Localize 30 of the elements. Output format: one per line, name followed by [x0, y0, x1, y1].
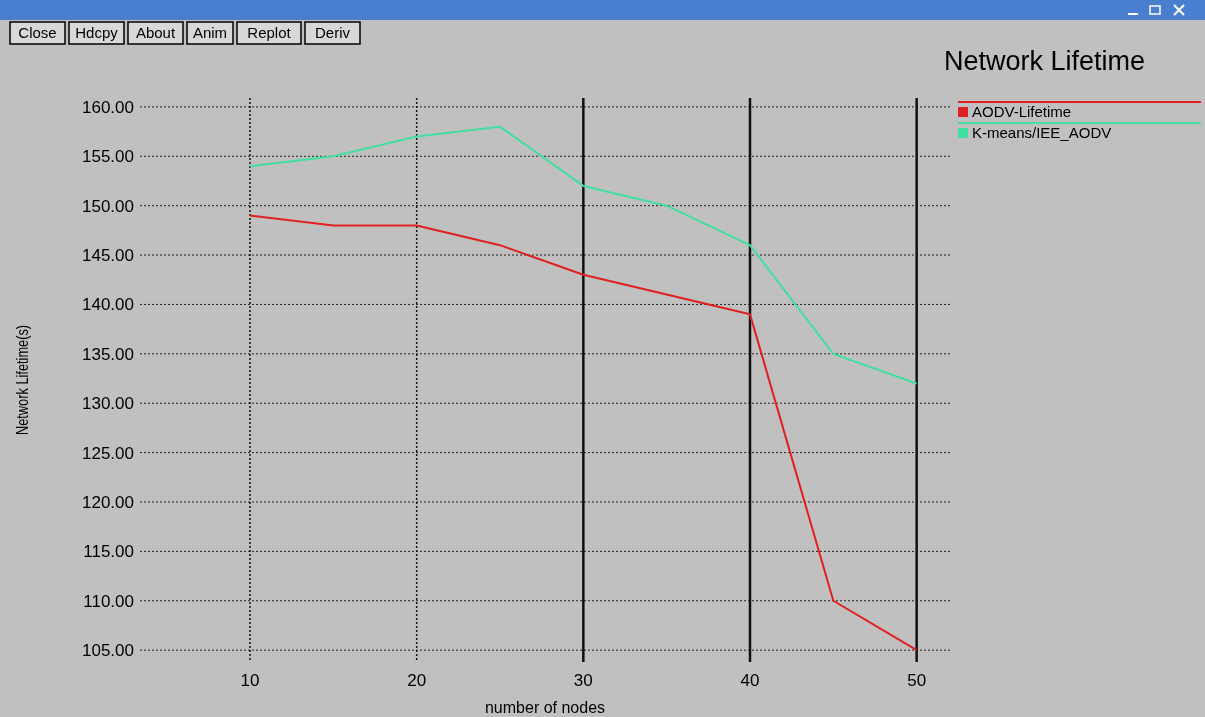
y-tick-label: 125.00	[82, 443, 134, 463]
y-tick-label: 145.00	[82, 246, 134, 266]
toolbar-button[interactable]: About	[127, 21, 184, 45]
x-tick-label: 20	[407, 671, 427, 690]
y-tick-label: 155.00	[82, 147, 134, 167]
toolbar-button[interactable]: Close	[9, 21, 66, 45]
legend-label: AODV-Lifetime	[972, 103, 1072, 120]
legend-label: K-means/IEE_AODV	[972, 124, 1112, 141]
y-tick-label: 120.00	[82, 492, 134, 512]
y-tick-label: 135.00	[82, 344, 134, 364]
y-tick-label: 115.00	[83, 542, 134, 562]
toolbar-button[interactable]: Hdcpy	[68, 21, 125, 45]
x-axis-title: number of nodes	[484, 699, 606, 716]
y-tick-label: 130.00	[82, 394, 134, 414]
x-tick-label: 30	[573, 671, 593, 690]
y-tick-label: 150.00	[82, 196, 134, 216]
toolbar-button[interactable]: Anim	[186, 21, 234, 45]
y-tick-label: 105.00	[82, 641, 134, 661]
y-axis-title: Network Lifetime(s)	[13, 324, 32, 436]
y-tick-label: 160.00	[82, 97, 134, 117]
toolbar-button[interactable]: Replot	[236, 21, 302, 45]
x-tick-label: 40	[740, 671, 760, 690]
y-tick-label: 140.00	[82, 295, 134, 315]
toolbar-button[interactable]: Deriv	[304, 21, 361, 45]
text: Network Lifetime	[943, 46, 1145, 76]
x-tick-label: 50	[907, 671, 927, 690]
line-series	[249, 214, 918, 652]
line-series	[249, 125, 918, 385]
y-tick-label: 110.00	[83, 591, 134, 611]
x-tick-label: 10	[240, 671, 260, 690]
